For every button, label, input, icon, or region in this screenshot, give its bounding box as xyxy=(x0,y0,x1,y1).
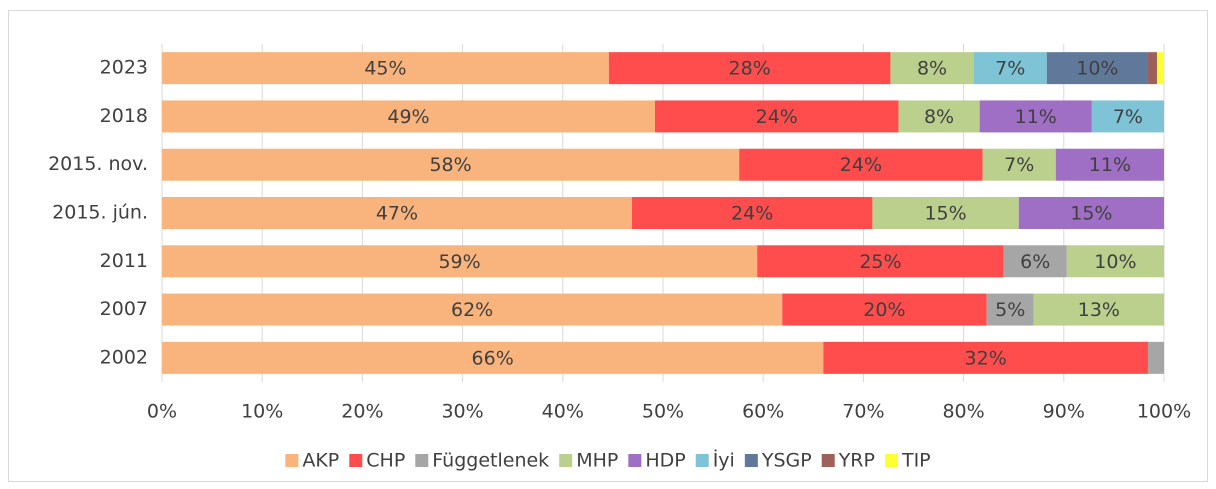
bar-segment xyxy=(162,245,758,278)
bar-segment xyxy=(1033,293,1164,326)
data-label: 28% xyxy=(729,58,771,80)
x-tick-label: 30% xyxy=(441,401,483,423)
x-tick-label: 100% xyxy=(1137,401,1191,423)
data-label: 66% xyxy=(472,347,514,369)
legend-label: CHP xyxy=(366,450,405,472)
bar-segment xyxy=(1055,148,1164,181)
legend-swatch xyxy=(559,454,573,467)
bar-segment xyxy=(872,197,1019,229)
bar-segment xyxy=(1091,100,1164,133)
legend-label: TIP xyxy=(901,450,931,472)
bar-segment xyxy=(979,100,1092,133)
bar-segment xyxy=(757,245,1004,278)
bar-segment xyxy=(631,197,873,229)
bar-segment xyxy=(982,148,1056,181)
x-tick-label: 90% xyxy=(1043,401,1085,423)
legend-swatch xyxy=(415,454,429,467)
bar-segment xyxy=(823,341,1148,374)
data-label: 62% xyxy=(451,299,493,321)
data-label: 59% xyxy=(438,251,480,273)
data-label: 24% xyxy=(731,203,773,225)
data-label: 8% xyxy=(924,106,954,128)
bar-segment xyxy=(1147,341,1164,374)
bar-segment xyxy=(1156,52,1164,85)
bar-segment xyxy=(898,100,980,133)
x-tick-label: 80% xyxy=(942,401,984,423)
x-tick-label: 10% xyxy=(241,401,283,423)
legend-label: HDP xyxy=(645,450,685,472)
bar-segment xyxy=(1066,245,1164,278)
data-label: 5% xyxy=(995,299,1025,321)
legend-swatch xyxy=(628,454,642,467)
bar-segment xyxy=(1003,245,1067,278)
bar-segment xyxy=(1018,197,1164,229)
legend-label: YRP xyxy=(838,450,875,472)
bar-segment xyxy=(162,341,824,374)
data-label: 24% xyxy=(756,106,798,128)
y-tick-label: 2015. nov. xyxy=(48,153,148,175)
data-label: 10% xyxy=(1094,251,1136,273)
y-tick-label: 2015. jún. xyxy=(52,202,148,224)
bar-segment xyxy=(654,100,899,133)
data-label: 58% xyxy=(429,154,471,176)
data-label: 15% xyxy=(1070,203,1112,225)
data-label: 11% xyxy=(1015,106,1057,128)
bar-segment xyxy=(782,293,987,326)
bar-segment xyxy=(1046,52,1148,85)
data-label: 49% xyxy=(387,106,429,128)
legend-label: MHP xyxy=(576,450,618,472)
bar-segment xyxy=(973,52,1047,85)
data-label: 7% xyxy=(995,58,1025,80)
x-tick-label: 70% xyxy=(842,401,884,423)
bar-segment xyxy=(162,293,783,326)
legend-label: Függetlenek xyxy=(432,450,549,472)
x-tick-label: 20% xyxy=(341,401,383,423)
data-label: 7% xyxy=(1004,154,1034,176)
x-tick-label: 60% xyxy=(742,401,784,423)
y-tick-label: 2023 xyxy=(100,57,148,79)
data-label: 32% xyxy=(965,347,1007,369)
bar-segment xyxy=(608,52,891,85)
y-tick-label: 2011 xyxy=(100,250,148,272)
data-label: 8% xyxy=(917,58,947,80)
data-label: 25% xyxy=(859,251,901,273)
legend-label: YSGP xyxy=(761,450,812,472)
x-tick-label: 40% xyxy=(542,401,584,423)
data-label: 10% xyxy=(1076,58,1118,80)
bar-segment xyxy=(162,52,609,85)
bar-segment xyxy=(162,100,655,133)
data-label: 20% xyxy=(863,299,905,321)
data-label: 11% xyxy=(1089,154,1131,176)
legend-swatch xyxy=(884,454,898,467)
y-tick-label: 2002 xyxy=(100,346,148,368)
data-label: 24% xyxy=(840,154,882,176)
legend-swatch xyxy=(349,454,363,467)
legend-swatch xyxy=(744,454,758,467)
legend-label: AKP xyxy=(302,450,339,472)
legend-swatch xyxy=(695,454,709,467)
bar-segment xyxy=(162,148,740,181)
bar-segment xyxy=(739,148,983,181)
legend-swatch xyxy=(285,454,299,467)
bar-segment xyxy=(1147,52,1157,85)
data-label: 13% xyxy=(1078,299,1120,321)
bar-segment xyxy=(986,293,1034,326)
data-label: 7% xyxy=(1113,106,1143,128)
x-tick-label: 0% xyxy=(147,401,177,423)
legend-label: İyi xyxy=(713,449,735,472)
data-label: 47% xyxy=(376,203,418,225)
legend-swatch xyxy=(821,454,835,467)
data-label: 15% xyxy=(924,203,966,225)
y-tick-label: 2018 xyxy=(100,105,148,127)
data-label: 6% xyxy=(1020,251,1050,273)
y-tick-label: 2007 xyxy=(100,298,148,320)
bar-segment xyxy=(162,197,632,229)
bar-segment xyxy=(890,52,974,85)
data-label: 45% xyxy=(364,58,406,80)
x-tick-label: 50% xyxy=(642,401,684,423)
